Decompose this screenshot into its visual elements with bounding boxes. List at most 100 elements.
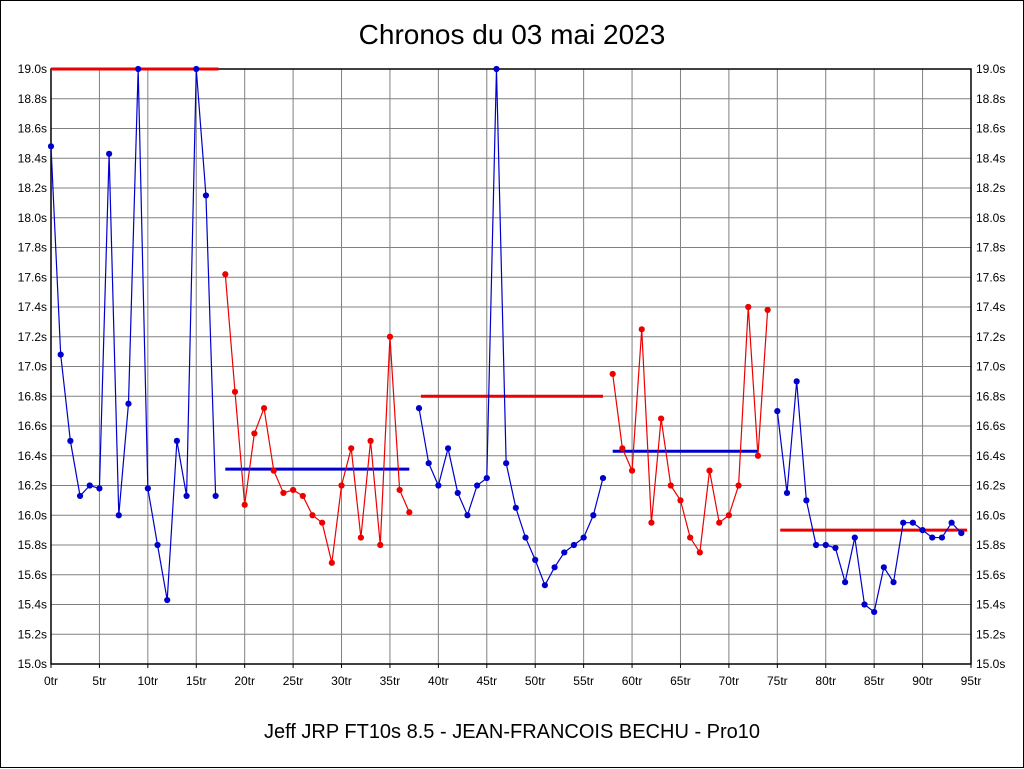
x-tick-label: 20tr: [234, 674, 255, 688]
data-point-stint-3-blue: [503, 460, 510, 467]
data-point-stint-3-blue: [435, 482, 442, 489]
y-tick-label-left: 17.6s: [18, 270, 47, 284]
x-tick-label: 45tr: [476, 674, 497, 688]
y-tick-label-left: 15.2s: [18, 627, 47, 641]
data-point-stint-3-blue: [599, 474, 607, 482]
data-point-stint-2-red: [319, 519, 326, 526]
data-point-stint-5-blue: [900, 519, 907, 526]
data-point-stint-5-blue: [783, 489, 791, 497]
x-tick-label: 30tr: [331, 674, 352, 688]
data-point-stint-5-blue: [774, 408, 781, 415]
data-point-stint-5-blue: [919, 527, 926, 534]
x-tick-label: 10tr: [137, 674, 158, 688]
data-point-stint-3-blue: [551, 564, 558, 571]
data-point-stint-4-red: [628, 467, 636, 474]
x-tick-label: 70tr: [719, 674, 740, 688]
series-line-stint-2-red: [224, 274, 410, 563]
data-point-stint-3-blue: [580, 534, 587, 541]
data-point-stint-4-red: [648, 519, 655, 526]
data-point-stint-5-blue: [851, 534, 858, 541]
data-point-stint-3-blue: [522, 534, 529, 541]
data-point-stint-5-blue: [822, 541, 829, 549]
x-tick-label: 60tr: [622, 674, 643, 688]
data-point-stint-5-blue: [871, 608, 878, 616]
data-point-stint-2-red: [280, 489, 287, 497]
data-point-stint-2-red: [328, 559, 335, 566]
data-point-stint-2-red: [348, 445, 355, 452]
y-tick-label-left: 18.4s: [18, 151, 47, 165]
data-point-stint-4-red: [638, 326, 645, 333]
x-tick-label: 40tr: [428, 674, 449, 688]
data-point-stint-1-blue: [154, 541, 161, 549]
x-tick-label: 75tr: [767, 674, 788, 688]
data-point-stint-1-blue: [183, 492, 190, 500]
chart-caption: Jeff JRP FT10s 8.5 - JEAN-FRANCOIS BECHU…: [263, 721, 761, 743]
data-point-stint-1-blue: [202, 192, 210, 199]
y-tick-label-left: 18.6s: [18, 122, 47, 136]
data-point-stint-2-red: [309, 512, 316, 519]
y-tick-label-left: 17.2s: [18, 330, 47, 344]
chart-title: Chronos du 03 mai 2023: [358, 19, 666, 50]
y-tick-label-left: 18.2s: [18, 181, 47, 195]
data-point-stint-4-red: [706, 467, 713, 474]
x-tick-label: 90tr: [912, 674, 933, 688]
y-tick-label-left: 15.6s: [18, 568, 47, 582]
data-point-stint-5-blue: [812, 541, 820, 549]
x-tick-label: 5tr: [92, 674, 106, 688]
data-point-stint-4-red: [609, 370, 616, 378]
x-tick-label: 15tr: [186, 674, 207, 688]
data-point-stint-4-red: [735, 482, 742, 489]
data-point-stint-2-red: [290, 486, 297, 494]
y-tick-label-left: 15.8s: [18, 538, 47, 552]
y-tick-label-left: 15.4s: [18, 598, 47, 612]
data-point-stint-3-blue: [474, 482, 481, 489]
y-tick-label-left: 17.8s: [18, 241, 47, 255]
y-tick-label-right: 15.2s: [976, 627, 1005, 641]
data-point-stint-2-red: [386, 333, 394, 340]
y-tick-label-left: 17.0s: [18, 360, 47, 374]
data-point-stint-5-blue: [938, 534, 946, 541]
plot-border: [50, 68, 972, 665]
data-point-stint-2-red: [241, 501, 248, 508]
data-point-stint-1-blue: [67, 437, 74, 444]
data-point-stint-3-blue: [444, 445, 452, 452]
y-tick-label-left: 18.0s: [18, 211, 47, 225]
data-point-stint-4-red: [696, 549, 703, 556]
x-tick-label: 85tr: [864, 674, 885, 688]
data-point-stint-4-red: [745, 303, 752, 311]
x-tick-label: 95tr: [961, 674, 982, 688]
x-tick-label: 25tr: [283, 674, 304, 688]
data-point-stint-3-blue: [512, 504, 519, 511]
data-point-stint-2-red: [260, 405, 268, 412]
data-point-stint-2-red: [406, 509, 413, 516]
x-tick-label: 0tr: [44, 674, 58, 688]
data-point-stint-2-red: [299, 492, 306, 500]
data-point-stint-2-red: [377, 541, 384, 549]
data-point-stint-1-blue: [47, 143, 55, 150]
data-point-stint-1-blue: [135, 65, 142, 73]
y-tick-label-left: 16.2s: [18, 479, 47, 493]
data-point-stint-5-blue: [909, 519, 916, 526]
data-point-stint-2-red: [338, 482, 345, 489]
y-tick-label-right: 17.2s: [976, 330, 1005, 344]
y-tick-label-left: 15.0s: [18, 657, 47, 671]
data-point-stint-1-blue: [115, 512, 122, 519]
y-tick-label-right: 18.8s: [976, 92, 1005, 106]
y-tick-label-right: 17.4s: [976, 300, 1005, 314]
data-point-stint-4-red: [619, 445, 626, 452]
data-point-stint-1-blue: [173, 437, 180, 444]
x-tick-label: 50tr: [525, 674, 546, 688]
series-line-stint-5-blue: [776, 381, 962, 613]
data-point-stint-1-blue: [125, 400, 132, 407]
y-tick-label-right: 17.6s: [976, 270, 1005, 284]
data-point-stint-1-blue: [86, 482, 93, 489]
data-point-stint-4-red: [754, 452, 762, 459]
data-point-stint-3-blue: [570, 541, 578, 549]
data-point-stint-4-red: [764, 306, 771, 314]
y-tick-label-right: 18.6s: [976, 122, 1005, 136]
series-line-stint-1-blue: [50, 68, 217, 601]
data-point-stint-3-blue: [541, 582, 548, 589]
x-tick-label: 35tr: [380, 674, 401, 688]
data-point-stint-1-blue: [212, 492, 219, 500]
